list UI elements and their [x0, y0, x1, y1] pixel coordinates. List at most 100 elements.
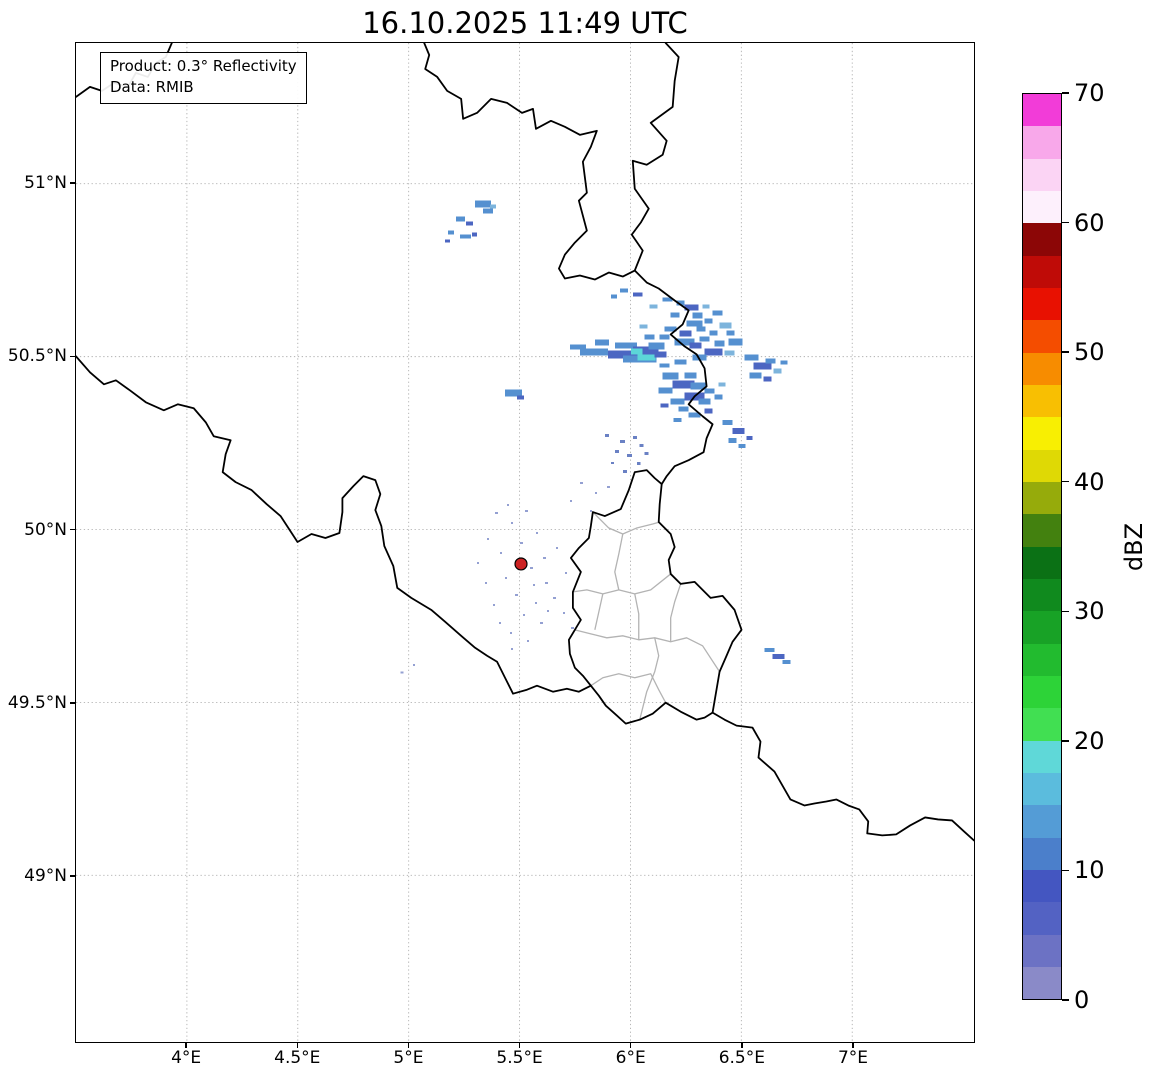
radar-echo	[753, 362, 772, 370]
radar-echo	[696, 326, 706, 332]
x-tick-label: 6°E	[615, 1048, 646, 1068]
x-tick-mark	[296, 1043, 299, 1048]
radar-echo	[526, 639, 529, 642]
radar-echo	[674, 338, 695, 346]
radar-echo	[505, 389, 523, 397]
colorbar-segment	[1023, 805, 1061, 838]
radar-echo	[660, 403, 669, 408]
radar-echo	[569, 500, 572, 503]
radar-echo	[773, 368, 782, 374]
y-tick-mark	[70, 182, 75, 184]
colorbar-tick-mark	[1062, 740, 1069, 742]
radar-echo	[542, 556, 546, 559]
radar-echo	[539, 621, 543, 624]
colorbar-segment	[1023, 94, 1061, 127]
radar-echo	[722, 420, 733, 426]
radar-echo	[614, 342, 637, 349]
radar-echo	[487, 538, 490, 541]
x-tick-mark	[185, 1043, 187, 1048]
y-tick-mark	[70, 875, 75, 877]
radar-echo	[619, 288, 628, 293]
colorbar-segment	[1023, 611, 1061, 644]
colorbar-segment	[1023, 255, 1061, 288]
radar-echo	[544, 581, 548, 584]
radar-echo	[658, 387, 673, 394]
radar-echo	[499, 621, 502, 624]
radar-echo	[626, 454, 632, 458]
radar-echo	[726, 330, 735, 336]
y-tick-label: 49.5°N	[7, 692, 67, 713]
y-tick-mark	[70, 528, 75, 531]
radar-echo	[630, 348, 643, 355]
colorbar-segment	[1023, 223, 1061, 256]
radar-echo	[724, 350, 735, 356]
colorbar	[1022, 93, 1062, 1000]
radar-echo	[532, 583, 535, 586]
colorbar-segment	[1023, 675, 1061, 709]
colorbar-tick-label: 20	[1074, 726, 1105, 755]
radar-echo	[619, 440, 625, 444]
radar-echo	[692, 354, 707, 361]
region-border	[574, 629, 721, 673]
radar-echo	[493, 603, 496, 606]
radar-echo	[589, 510, 592, 513]
region-border	[590, 673, 667, 703]
colorbar-segment	[1023, 320, 1061, 353]
y-tick-label: 49°N	[24, 865, 67, 886]
radar-echo	[413, 663, 416, 666]
region-border	[639, 637, 660, 720]
radar-echo	[639, 444, 644, 448]
figure-title: 16.10.2025 11:49 UTC	[362, 6, 688, 40]
colorbar-segment	[1023, 966, 1061, 1000]
radar-echo	[704, 318, 713, 324]
colorbar-segment	[1023, 902, 1061, 935]
region-border	[592, 511, 660, 535]
region-border	[634, 593, 640, 640]
radar-echo	[763, 376, 772, 382]
colorbar-tick-label: 60	[1074, 208, 1105, 237]
radar-echo	[644, 334, 655, 340]
radar-echo	[689, 342, 702, 349]
radar-echo	[749, 372, 762, 379]
radar-echo	[780, 360, 788, 365]
radar-echo	[704, 388, 715, 394]
radar-echo	[400, 671, 404, 674]
radar-echo	[699, 336, 710, 342]
radar-echo	[648, 342, 665, 350]
colorbar-segment	[1023, 578, 1061, 612]
colorbar-segment	[1023, 190, 1061, 224]
radar-echo	[662, 297, 673, 302]
radar-echo	[570, 626, 574, 629]
radar-echo	[686, 320, 703, 327]
country-border	[568, 469, 743, 725]
radar-echo	[483, 208, 494, 214]
radar-echo	[511, 522, 514, 525]
radar-echo	[632, 436, 637, 440]
radar-echo	[672, 380, 695, 389]
radar-echo	[475, 200, 492, 208]
colorbar-segment	[1023, 481, 1061, 515]
y-tick-mark	[70, 702, 75, 704]
radar-echo	[709, 330, 718, 336]
colorbar-tick-label: 10	[1074, 856, 1105, 885]
radar-echo	[782, 659, 791, 664]
radar-echo	[639, 324, 648, 329]
colorbar-segment	[1023, 740, 1061, 773]
colorbar-segment	[1023, 352, 1061, 385]
radar-echo	[569, 344, 586, 350]
colorbar-tick-mark	[1062, 999, 1069, 1001]
colorbar-segment	[1023, 772, 1061, 806]
radar-echo	[664, 326, 677, 332]
x-tick-mark	[629, 1043, 632, 1048]
radar-echo	[466, 221, 474, 226]
radar-echo	[610, 294, 617, 299]
radar-echo	[552, 596, 556, 599]
map-panel: Product: 0.3° Reflectivity Data: RMIB	[75, 42, 975, 1043]
x-tick-mark	[741, 1043, 743, 1048]
colorbar-segment	[1023, 514, 1061, 547]
radar-echo	[456, 216, 466, 222]
radar-echo	[637, 354, 656, 361]
radar-echo	[728, 338, 743, 346]
colorbar-segment	[1023, 384, 1061, 418]
